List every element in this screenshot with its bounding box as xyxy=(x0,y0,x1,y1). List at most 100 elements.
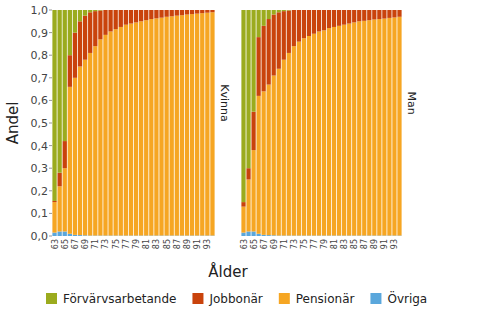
bar-segment xyxy=(332,10,336,27)
bar-segment xyxy=(382,19,386,236)
bar-segment xyxy=(154,18,158,235)
bar-segment xyxy=(277,10,281,12)
bar-segment xyxy=(267,10,271,19)
bar-segment xyxy=(210,10,214,12)
bar-segment xyxy=(342,10,346,11)
bar-segment xyxy=(159,18,163,236)
bar-segment xyxy=(362,21,366,236)
y-tick-label: 0,3 xyxy=(31,162,49,175)
bar-segment xyxy=(52,202,56,233)
bar-segment xyxy=(287,10,291,11)
bar-segment xyxy=(63,10,67,141)
bar-segment xyxy=(103,35,107,236)
bar-segment xyxy=(382,10,386,11)
bar-segment xyxy=(108,31,112,235)
bar-segment xyxy=(170,10,174,16)
bar-segment xyxy=(241,202,245,207)
x-tick-label: 65 xyxy=(250,239,259,249)
bar-segment xyxy=(78,67,82,236)
bar-segment xyxy=(68,55,72,87)
bar-segment xyxy=(98,39,102,235)
bar-segment xyxy=(119,10,123,11)
bar-segment xyxy=(277,12,281,69)
legend-label: Jobbonär xyxy=(208,292,262,306)
bar-segment xyxy=(332,10,336,11)
bar-segment xyxy=(327,28,331,235)
bar-segment xyxy=(322,10,326,11)
bar-segment xyxy=(195,14,199,236)
legend-swatch xyxy=(279,293,290,304)
y-tick xyxy=(49,100,52,101)
bar-segment xyxy=(342,10,346,25)
x-tick-label: 91 xyxy=(380,239,389,249)
bar-segment xyxy=(241,10,245,202)
bar-segment xyxy=(185,15,189,236)
bar-segment xyxy=(272,15,276,76)
bar-segment xyxy=(357,10,361,11)
x-tick-label: 69 xyxy=(270,239,279,249)
bar-segment xyxy=(246,10,250,168)
bar-segment xyxy=(251,112,255,150)
bar-segment xyxy=(114,29,118,235)
x-tick-label: 65 xyxy=(61,239,70,249)
bar-segment xyxy=(292,10,296,46)
bar-segment xyxy=(251,150,255,231)
bar-segment xyxy=(307,10,311,36)
bar-segment xyxy=(139,21,143,235)
bar-segment xyxy=(114,10,118,11)
bar-segment xyxy=(362,10,366,11)
bar-segment xyxy=(241,233,245,236)
bar-segment xyxy=(200,13,204,235)
bar-segment xyxy=(377,19,381,236)
bar-segment xyxy=(387,18,391,236)
bar-segment xyxy=(282,11,286,60)
bar-segment xyxy=(154,10,158,18)
bar-segment xyxy=(322,30,326,235)
bar-segment xyxy=(98,10,102,11)
bar-segment xyxy=(119,10,123,27)
x-tick-label: 93 xyxy=(390,239,399,249)
bar-segment xyxy=(267,19,271,85)
bar-segment xyxy=(397,17,401,236)
chart: Andel0,00,10,20,30,40,50,60,70,80,91,063… xyxy=(0,0,480,320)
y-tick xyxy=(49,123,52,124)
bar-segment xyxy=(73,10,77,33)
x-tick-label: 81 xyxy=(330,239,339,249)
y-tick xyxy=(49,168,52,169)
bar-segment xyxy=(164,17,168,236)
x-tick-label: 73 xyxy=(290,239,299,249)
bar-segment xyxy=(129,10,133,11)
bar-segment xyxy=(292,46,296,235)
bar-segment xyxy=(98,10,102,39)
x-tick-label: 75 xyxy=(112,239,121,249)
bar-segment xyxy=(88,12,92,53)
bar-segment xyxy=(256,234,260,236)
bar-segment xyxy=(195,10,199,11)
bar-segment xyxy=(93,10,97,11)
bar-segment xyxy=(134,10,138,11)
y-tick xyxy=(49,32,52,33)
bar-segment xyxy=(144,10,148,11)
bar-segment xyxy=(262,10,266,26)
x-tick-label: 79 xyxy=(320,239,329,249)
panel-title: Man xyxy=(405,91,418,114)
x-tick-label: 87 xyxy=(360,239,369,249)
bar-segment xyxy=(108,10,112,11)
bar-segment xyxy=(164,10,168,11)
x-tick-label: 89 xyxy=(370,239,379,249)
bar-segment xyxy=(397,10,401,11)
bar-segment xyxy=(78,10,82,21)
x-tick-label: 91 xyxy=(193,239,202,249)
bar-segment xyxy=(159,10,163,11)
x-tick-label: 69 xyxy=(81,239,90,249)
bar-segment xyxy=(352,10,356,22)
bar-segment xyxy=(93,11,97,46)
bar-segment xyxy=(287,10,291,52)
bar-segment xyxy=(180,10,184,11)
bar-segment xyxy=(302,10,306,38)
bar-segment xyxy=(210,10,214,11)
bar-segment xyxy=(73,78,77,235)
bar-segment xyxy=(297,42,301,236)
x-tick-label: 81 xyxy=(142,239,151,249)
bar-segment xyxy=(262,91,266,235)
